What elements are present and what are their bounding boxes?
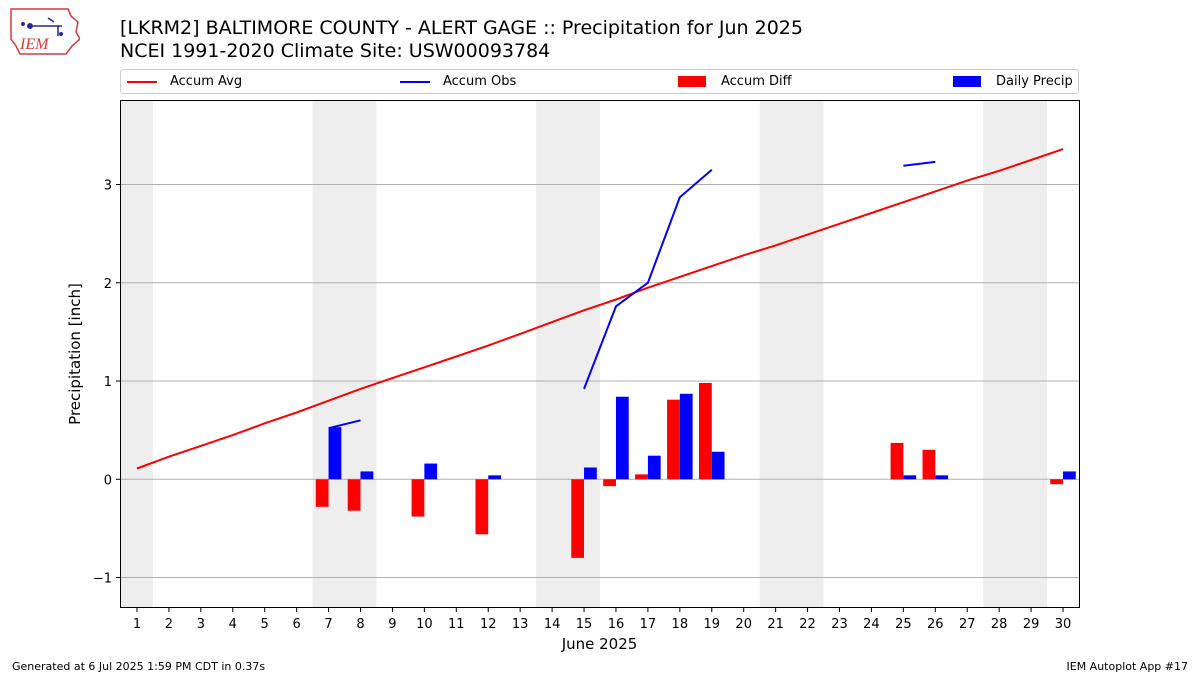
footer-generated-text: Generated at 6 Jul 2025 1:59 PM CDT in 0… xyxy=(12,660,266,673)
accum-obs-line-segment xyxy=(583,169,713,390)
chart-subtitle: NCEI 1991-2020 Climate Site: USW00093784 xyxy=(120,40,551,62)
y-axis-label: Precipitation [inch] xyxy=(66,283,84,425)
grid-lines xyxy=(121,184,1079,579)
xtick-label: 9 xyxy=(388,617,396,632)
xtick-label: 7 xyxy=(324,617,332,632)
accum-diff-bar xyxy=(571,479,585,558)
accum-diff-bar xyxy=(890,442,904,480)
ytick-label: 1 xyxy=(104,375,112,390)
daily-precip-bar xyxy=(584,467,597,480)
xtick-label: 2 xyxy=(165,617,173,632)
xtick-label: 11 xyxy=(448,617,465,632)
xtick-label: 21 xyxy=(767,617,784,632)
ytick-label: 0 xyxy=(104,473,112,488)
accum-obs-line-segment xyxy=(903,160,936,167)
weather-station-icon xyxy=(21,17,63,36)
chart-title: [LKRM2] BALTIMORE COUNTY - ALERT GAGE ::… xyxy=(120,17,803,39)
legend-label-daily-precip: Daily Precip xyxy=(996,74,1073,89)
xtick-label: 18 xyxy=(672,617,689,632)
ytick-label: 3 xyxy=(104,179,112,194)
ytick-label: −1 xyxy=(93,572,112,587)
legend-swatch-daily-precip xyxy=(953,76,981,87)
daily-precip-bar xyxy=(488,475,502,480)
footer-app-text: IEM Autoplot App #17 xyxy=(1066,660,1189,673)
xtick-label: 27 xyxy=(959,617,976,632)
accum-diff-bar xyxy=(411,479,425,517)
legend-swatch-accum-obs xyxy=(400,81,430,83)
daily-precip-bar xyxy=(903,475,917,480)
legend-label-accum-avg: Accum Avg xyxy=(170,74,243,89)
ytick-label: 2 xyxy=(104,277,112,292)
accum-diff-bar xyxy=(603,479,616,487)
daily-precip-bar xyxy=(1063,471,1076,480)
daily-precip-bar xyxy=(360,471,374,480)
xtick-label: 19 xyxy=(703,617,720,632)
xtick-label: 22 xyxy=(799,617,816,632)
accum-obs-line-segment xyxy=(328,419,361,430)
accum-diff-bar xyxy=(315,479,329,507)
daily-precip-bar xyxy=(647,455,661,480)
daily-precip-bar xyxy=(679,393,693,480)
xtick-label: 20 xyxy=(735,617,752,632)
chart-legend: Accum Avg Accum Obs Accum Diff Daily Pre… xyxy=(120,69,1079,94)
xtick-label: 25 xyxy=(895,617,912,632)
accum-diff-bar xyxy=(667,399,680,480)
xtick-label: 17 xyxy=(640,617,657,632)
legend-label-accum-obs: Accum Obs xyxy=(443,74,517,89)
iowa-state-outline xyxy=(10,8,80,55)
accum-diff-bar xyxy=(475,479,489,535)
legend-swatch-accum-avg xyxy=(127,81,157,83)
xtick-label: 10 xyxy=(416,617,433,632)
xtick-label: 30 xyxy=(1055,617,1072,632)
accum-diff-bar xyxy=(347,479,361,511)
xtick-label: 24 xyxy=(863,617,880,632)
weekend-shade-1 xyxy=(312,101,377,607)
daily-precip-bar xyxy=(711,451,725,480)
x-axis-label: June 2025 xyxy=(561,635,638,653)
xtick-label: 1 xyxy=(133,617,141,632)
accum-diff-bar xyxy=(698,382,712,480)
legend-label-accum-diff: Accum Diff xyxy=(721,74,792,89)
daily-precip-bar xyxy=(328,427,342,480)
xtick-label: 5 xyxy=(261,617,269,632)
plot-frame xyxy=(120,100,1080,608)
xtick-label: 13 xyxy=(512,617,529,632)
xtick-label: 4 xyxy=(229,617,237,632)
xtick-label: 26 xyxy=(927,617,944,632)
weekend-shading xyxy=(121,101,1048,607)
logo-text: IEM xyxy=(19,36,50,53)
accum-diff-bar xyxy=(1050,479,1064,485)
bars xyxy=(315,382,1076,558)
xtick-label: 12 xyxy=(480,617,497,632)
daily-precip-bar xyxy=(935,475,949,480)
lines xyxy=(136,148,1064,470)
xtick-label: 29 xyxy=(1023,617,1040,632)
legend-swatch-accum-diff xyxy=(678,76,706,87)
xtick-label: 6 xyxy=(292,617,300,632)
weekend-shade-2 xyxy=(536,101,600,607)
iem-logo: IEM xyxy=(10,8,80,55)
xtick-label: 15 xyxy=(576,617,593,632)
xtick-label: 3 xyxy=(197,617,205,632)
daily-precip-bar xyxy=(424,463,438,480)
accum-diff-bar xyxy=(635,474,648,480)
weekend-shade-0 xyxy=(121,101,153,607)
xtick-label: 28 xyxy=(991,617,1008,632)
xtick-label: 8 xyxy=(356,617,364,632)
xtick-label: 14 xyxy=(544,617,561,632)
weekend-shade-4 xyxy=(983,101,1048,607)
xtick-label: 16 xyxy=(608,617,625,632)
accum-diff-bar xyxy=(922,449,936,480)
daily-precip-bar xyxy=(615,396,629,480)
xtick-label: 23 xyxy=(831,617,848,632)
accum-avg-line xyxy=(136,148,1064,470)
weekend-shade-3 xyxy=(759,101,824,607)
